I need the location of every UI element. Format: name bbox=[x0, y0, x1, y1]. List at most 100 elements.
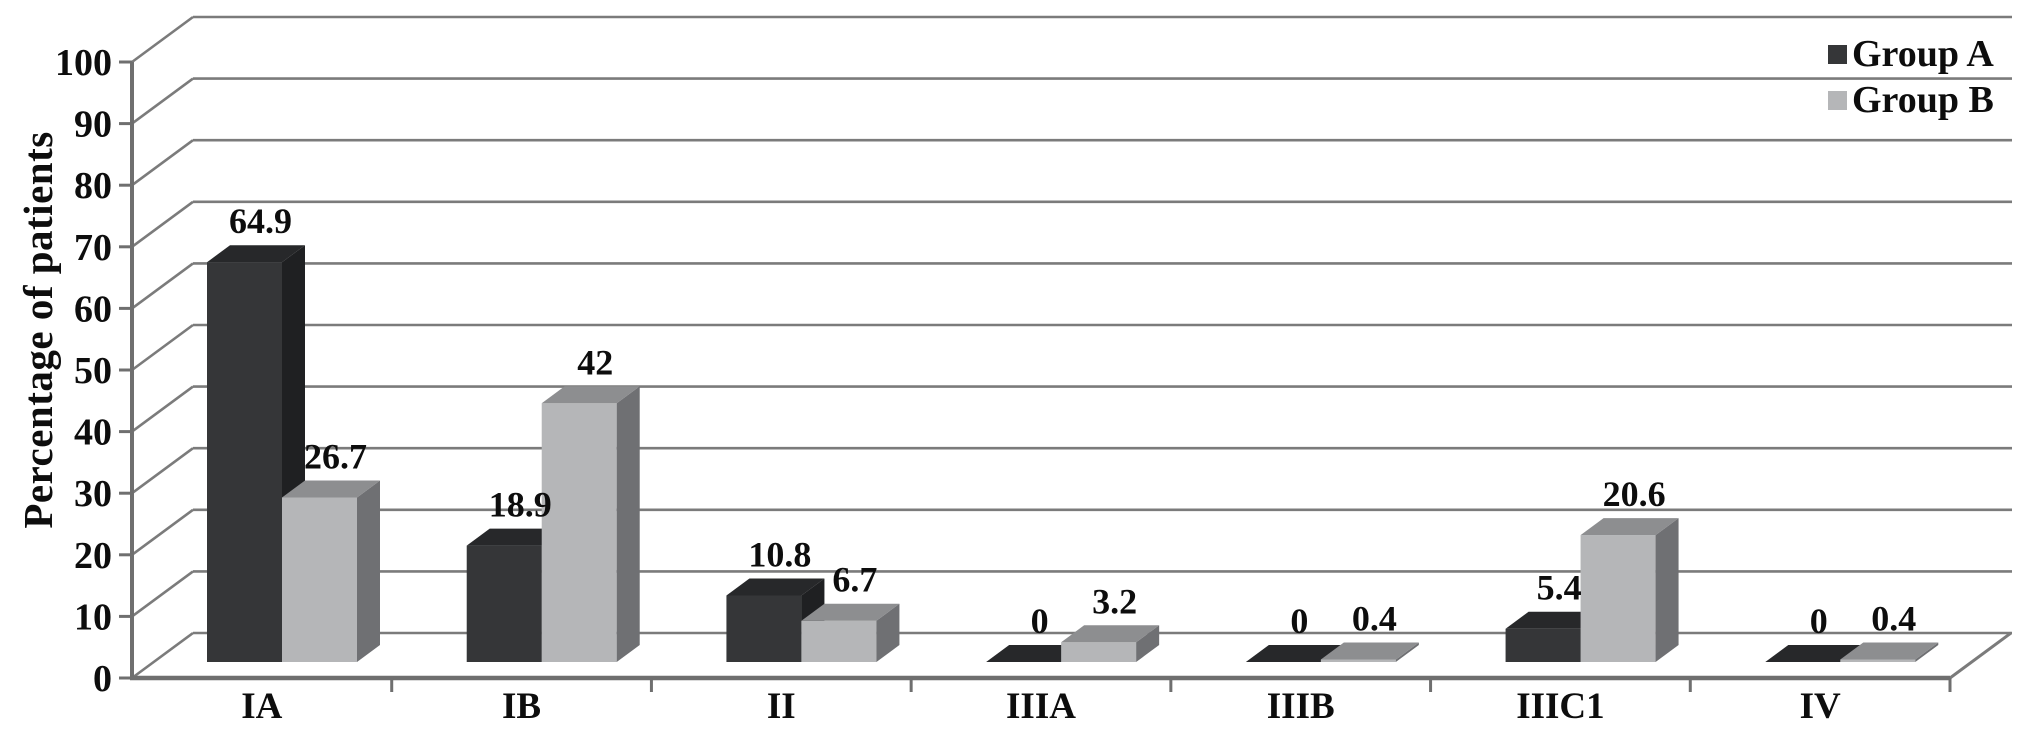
gridline-diagonal bbox=[131, 77, 194, 125]
value-label: 0 bbox=[1031, 601, 1049, 641]
value-label: 18.9 bbox=[489, 485, 552, 525]
bar-front-face bbox=[282, 497, 357, 662]
bar-front-face bbox=[1580, 535, 1656, 662]
legend-label-group-a: Group A bbox=[1852, 33, 1994, 75]
y-tick-label: 50 bbox=[74, 350, 112, 392]
bar-top-face bbox=[1840, 642, 1939, 660]
bar-top-face bbox=[282, 480, 380, 498]
y-tick-label: 20 bbox=[74, 535, 112, 577]
gridline-diagonal bbox=[131, 262, 194, 310]
value-label: 3.2 bbox=[1092, 581, 1137, 621]
legend-swatch-group-b bbox=[1828, 90, 1847, 110]
bar-top-face bbox=[1505, 611, 1604, 629]
value-label: 5.4 bbox=[1537, 568, 1582, 608]
legend-item-group-a: Group A bbox=[1828, 34, 1994, 74]
bar-side-face bbox=[876, 603, 900, 662]
category-label: IB bbox=[502, 686, 541, 727]
bar-top-face bbox=[1245, 645, 1344, 662]
bar-group-b-ib bbox=[541, 386, 640, 662]
value-label: 26.7 bbox=[304, 437, 367, 477]
legend: Group A Group B bbox=[1828, 34, 1994, 120]
bar-group-a-iv bbox=[1765, 645, 1864, 662]
legend-item-group-b: Group B bbox=[1828, 80, 1994, 120]
bar-group-b-iiic1 bbox=[1580, 518, 1679, 662]
bar-top-face bbox=[726, 578, 825, 596]
bar-group-b-ia bbox=[282, 480, 380, 662]
y-tick-label: 100 bbox=[55, 42, 112, 84]
floor-right-edge bbox=[1949, 631, 2012, 680]
bar-top-face bbox=[207, 245, 305, 263]
category-label: IA bbox=[241, 686, 282, 727]
value-label: 0.4 bbox=[1871, 599, 1916, 639]
bar-group-b-ii bbox=[801, 603, 900, 662]
value-label: 0 bbox=[1810, 601, 1828, 641]
gridline-diagonal bbox=[131, 570, 194, 618]
value-label: 64.9 bbox=[229, 201, 292, 241]
bar-top-face bbox=[1061, 625, 1160, 643]
value-label: 42 bbox=[577, 342, 613, 382]
gridlines bbox=[131, 15, 2012, 680]
y-tick-label: 60 bbox=[74, 288, 112, 330]
value-label: 0.4 bbox=[1352, 599, 1397, 639]
bar-group-a-iiia bbox=[986, 645, 1085, 662]
bar-group-a-iiib bbox=[1245, 645, 1344, 662]
bar-front-face bbox=[1840, 659, 1916, 662]
bar-front-face bbox=[1320, 659, 1396, 662]
y-tick-label: 80 bbox=[74, 165, 112, 207]
category-label: II bbox=[767, 686, 796, 727]
bar-front-face bbox=[466, 545, 542, 662]
bar-group-b-iiib bbox=[1320, 642, 1419, 662]
bar-front-face bbox=[1505, 628, 1581, 662]
y-tick-label: 0 bbox=[93, 658, 112, 700]
bar-side-face bbox=[1136, 625, 1160, 662]
y-tick-labels: 0 10 20 30 40 50 60 70 80 90 100 bbox=[55, 42, 112, 700]
bar-front-face bbox=[726, 595, 802, 662]
category-label: IIIA bbox=[1006, 686, 1076, 727]
gridline-diagonal bbox=[131, 631, 194, 680]
category-labels: IA IB II IIIA IIIB IIIC1 IV bbox=[241, 686, 1841, 727]
bar-group-b-iv bbox=[1840, 642, 1939, 662]
gridline-diagonal bbox=[131, 508, 194, 556]
y-tick-label: 70 bbox=[74, 227, 112, 269]
bar-top-face bbox=[1320, 642, 1419, 660]
y-axis-title: Percentage of patients bbox=[15, 131, 61, 529]
bar-side-face bbox=[357, 480, 380, 662]
bar-front-face bbox=[207, 262, 282, 662]
gridline-diagonal bbox=[131, 200, 194, 248]
gridline-diagonal bbox=[131, 15, 194, 64]
value-label: 6.7 bbox=[832, 560, 877, 600]
bar-front-face bbox=[801, 620, 877, 662]
bar-top-face bbox=[801, 603, 900, 621]
axis-ticks bbox=[119, 60, 1952, 692]
bar-side-face bbox=[616, 386, 640, 662]
bars bbox=[207, 245, 1939, 662]
category-label: IIIB bbox=[1267, 686, 1335, 727]
bar-side-face bbox=[1915, 642, 1939, 662]
bar-top-face bbox=[541, 386, 640, 404]
gridline-diagonal bbox=[131, 323, 194, 372]
value-labels: 64.9 26.7 18.9 42 10.8 6.7 0 3.2 0 0.4 5.4 20.6 0 0.4 bbox=[229, 201, 1916, 641]
y-tick-label: 40 bbox=[74, 412, 112, 454]
bar-front-face bbox=[541, 403, 617, 662]
legend-label-group-b: Group B bbox=[1852, 79, 1994, 121]
category-label: IIIC1 bbox=[1516, 686, 1604, 727]
gridline-diagonal bbox=[131, 447, 194, 495]
value-label: 20.6 bbox=[1603, 474, 1666, 514]
bar-top-face bbox=[986, 645, 1085, 662]
bar-top-face bbox=[1580, 518, 1679, 536]
y-tick-label: 10 bbox=[74, 596, 112, 638]
gridline-diagonal bbox=[131, 385, 194, 433]
bar-front-face bbox=[1061, 642, 1137, 662]
value-label: 10.8 bbox=[748, 534, 811, 574]
gridline-diagonal bbox=[131, 139, 194, 187]
category-label: IV bbox=[1800, 686, 1841, 727]
bar-side-face bbox=[1655, 518, 1679, 662]
y-tick-label: 90 bbox=[74, 104, 112, 146]
bar-group-b-iiia bbox=[1061, 625, 1160, 662]
bar-top-face bbox=[1765, 645, 1864, 662]
legend-swatch-group-a bbox=[1828, 44, 1847, 64]
chart-floor bbox=[1949, 631, 2012, 680]
bar-side-face bbox=[1395, 642, 1419, 662]
